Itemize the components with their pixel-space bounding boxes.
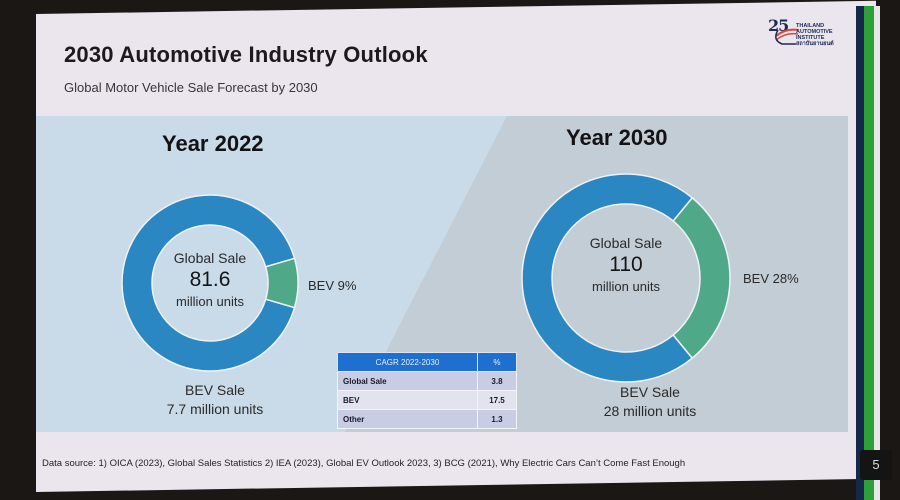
table-header-row: CAGR 2022-2030 % <box>337 352 518 372</box>
slide-title: 2030 Automotive Industry Outlook <box>64 42 428 67</box>
logo-line: AUTOMOTIVE <box>796 29 833 35</box>
bev-slice-label-2030: BEV 28% <box>743 271 799 286</box>
row-label: BEV <box>337 390 478 410</box>
bev-sale-value: 28 million units <box>603 403 697 419</box>
column-header: % <box>476 352 518 372</box>
donut-chart-2030 <box>521 173 731 383</box>
tai-logo: 25 THAILAND AUTOMOTIVE INSTITUTE สถาบันย… <box>768 16 850 48</box>
logo-text: THAILAND AUTOMOTIVE INSTITUTE สถาบันยานย… <box>796 23 834 47</box>
row-label: Other <box>337 409 478 429</box>
center-label: Global Sale <box>173 250 247 266</box>
logo-line: THAILAND <box>796 23 825 29</box>
white-stripe <box>874 6 880 500</box>
row-label: Global Sale <box>337 371 478 391</box>
chart-2022-title: Year 2022 <box>162 131 264 156</box>
logo-anniversary-number: 25 <box>768 16 789 35</box>
bev-sale-title: BEV Sale <box>185 382 245 398</box>
navy-stripe <box>856 6 864 500</box>
green-stripe <box>864 6 874 500</box>
table-row: Other 1.3 <box>337 409 518 429</box>
bev-sale-value: 7.7 million units <box>166 401 264 417</box>
bev-slice-label-2022: BEV 9% <box>308 278 357 293</box>
table-row: BEV 17.5 <box>337 390 518 410</box>
logo-line: สถาบันยานยนต์ <box>796 41 834 47</box>
chart-2030-center: Global Sale 110 million units <box>566 235 686 294</box>
donut-slice-bev <box>264 257 299 309</box>
center-value: 81.6 <box>189 268 231 291</box>
center-value: 110 <box>609 253 643 276</box>
cagr-table: CAGR 2022-2030 % Global Sale 3.8 BEV 17.… <box>337 352 518 429</box>
donut-chart-2022 <box>121 194 299 372</box>
chart-2022-center: Global Sale 81.6 million units <box>150 250 270 309</box>
row-value: 1.3 <box>476 409 518 429</box>
column-header: CAGR 2022-2030 <box>337 352 478 372</box>
donut-slice-other <box>521 173 694 383</box>
center-unit: million units <box>176 294 244 309</box>
row-value: 17.5 <box>476 390 518 410</box>
page-number: 5 <box>860 450 892 480</box>
donut-slice-other <box>121 194 296 372</box>
table-row: Global Sale 3.8 <box>337 371 518 391</box>
center-unit: million units <box>592 279 660 294</box>
bev-sale-2030: BEV Sale 28 million units <box>575 383 725 421</box>
logo-swoosh-icon <box>775 28 799 45</box>
bev-sale-title: BEV Sale <box>620 384 680 400</box>
data-source-footnote: Data source: 1) OICA (2023), Global Sale… <box>42 458 686 469</box>
center-label: Global Sale <box>589 235 663 251</box>
bev-sale-2022: BEV Sale 7.7 million units <box>140 381 290 419</box>
donut-slice-bev <box>672 196 731 360</box>
row-value: 3.8 <box>476 371 518 391</box>
chart-2030-title: Year 2030 <box>566 125 668 150</box>
chart-panel <box>36 116 848 432</box>
logo-line: INSTITUTE <box>796 35 825 41</box>
slide-subtitle: Global Motor Vehicle Sale Forecast by 20… <box>64 80 318 95</box>
